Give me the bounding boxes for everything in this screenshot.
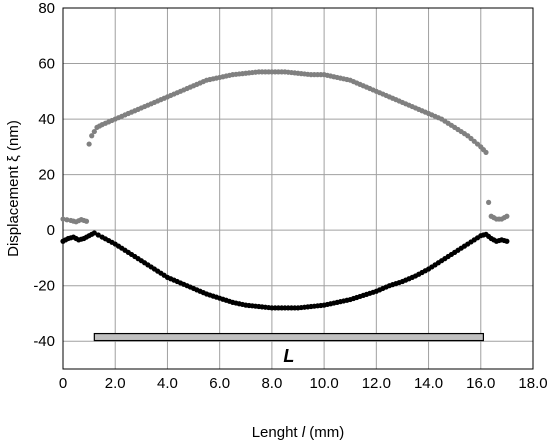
x-tick-labels: 0 2.0 4.0 6.0 8.0 10.0 12.0 14.0 16.0 18.0 — [59, 375, 548, 392]
x-tick-label-8: 16.0 — [466, 375, 495, 392]
x-tick-label-6: 12.0 — [362, 375, 391, 392]
length-bar-label: L — [283, 346, 294, 366]
y-tick-labels: 80 60 40 20 0 -20 -40 — [33, 0, 55, 350]
data-point — [95, 232, 101, 238]
x-axis-label: Lenght l (mm) — [252, 424, 345, 441]
x-axis-label-symbol: l — [302, 424, 306, 441]
scatter-series — [60, 69, 510, 311]
y-tick-label-1: 60 — [38, 56, 55, 73]
data-point — [483, 149, 489, 155]
y-tick-label-5: -20 — [33, 278, 55, 295]
data-point — [64, 217, 70, 223]
x-tick-label-2: 4.0 — [157, 375, 178, 392]
x-axis-label-unit: (mm) — [305, 424, 344, 441]
x-tick-label-7: 14.0 — [414, 375, 443, 392]
x-tick-label-3: 6.0 — [209, 375, 230, 392]
x-tick-label-0: 0 — [59, 375, 67, 392]
y-tick-label-2: 40 — [38, 111, 55, 128]
y-tick-label-0: 80 — [38, 0, 55, 17]
x-tick-label-1: 2.0 — [105, 375, 126, 392]
data-point — [89, 133, 95, 139]
length-bar: L — [93, 332, 484, 366]
data-point — [504, 238, 510, 244]
data-point — [86, 141, 92, 147]
data-point — [504, 213, 510, 219]
x-tick-label-4: 8.0 — [261, 375, 282, 392]
grid — [62, 7, 534, 369]
x-axis-label-text: Lenght — [252, 424, 302, 441]
data-point — [486, 199, 492, 205]
y-tick-label-4: 0 — [47, 222, 55, 239]
data-point — [83, 218, 90, 224]
series-upper — [60, 69, 510, 225]
data-point — [91, 230, 97, 236]
data-point — [91, 128, 97, 135]
length-bar-rect — [93, 332, 484, 342]
y-tick-label-6: -40 — [33, 333, 55, 350]
data-point — [60, 216, 66, 222]
x-tick-label-9: 18.0 — [518, 375, 547, 392]
y-axis-label: Displacement ξ (nm) — [5, 120, 22, 257]
series-lower — [60, 230, 510, 311]
y-tick-label-3: 20 — [38, 167, 55, 184]
plot-frame — [62, 7, 534, 370]
x-tick-label-5: 10.0 — [310, 375, 339, 392]
